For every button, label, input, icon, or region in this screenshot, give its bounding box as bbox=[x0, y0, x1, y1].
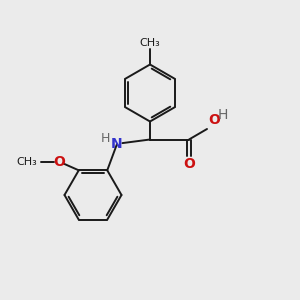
Text: H: H bbox=[218, 108, 228, 122]
Text: N: N bbox=[111, 137, 123, 151]
Text: CH₃: CH₃ bbox=[16, 157, 37, 167]
Text: O: O bbox=[183, 158, 195, 171]
Text: CH₃: CH₃ bbox=[140, 38, 160, 48]
Text: O: O bbox=[53, 155, 65, 169]
Text: H: H bbox=[101, 131, 110, 145]
Text: O: O bbox=[208, 112, 220, 127]
